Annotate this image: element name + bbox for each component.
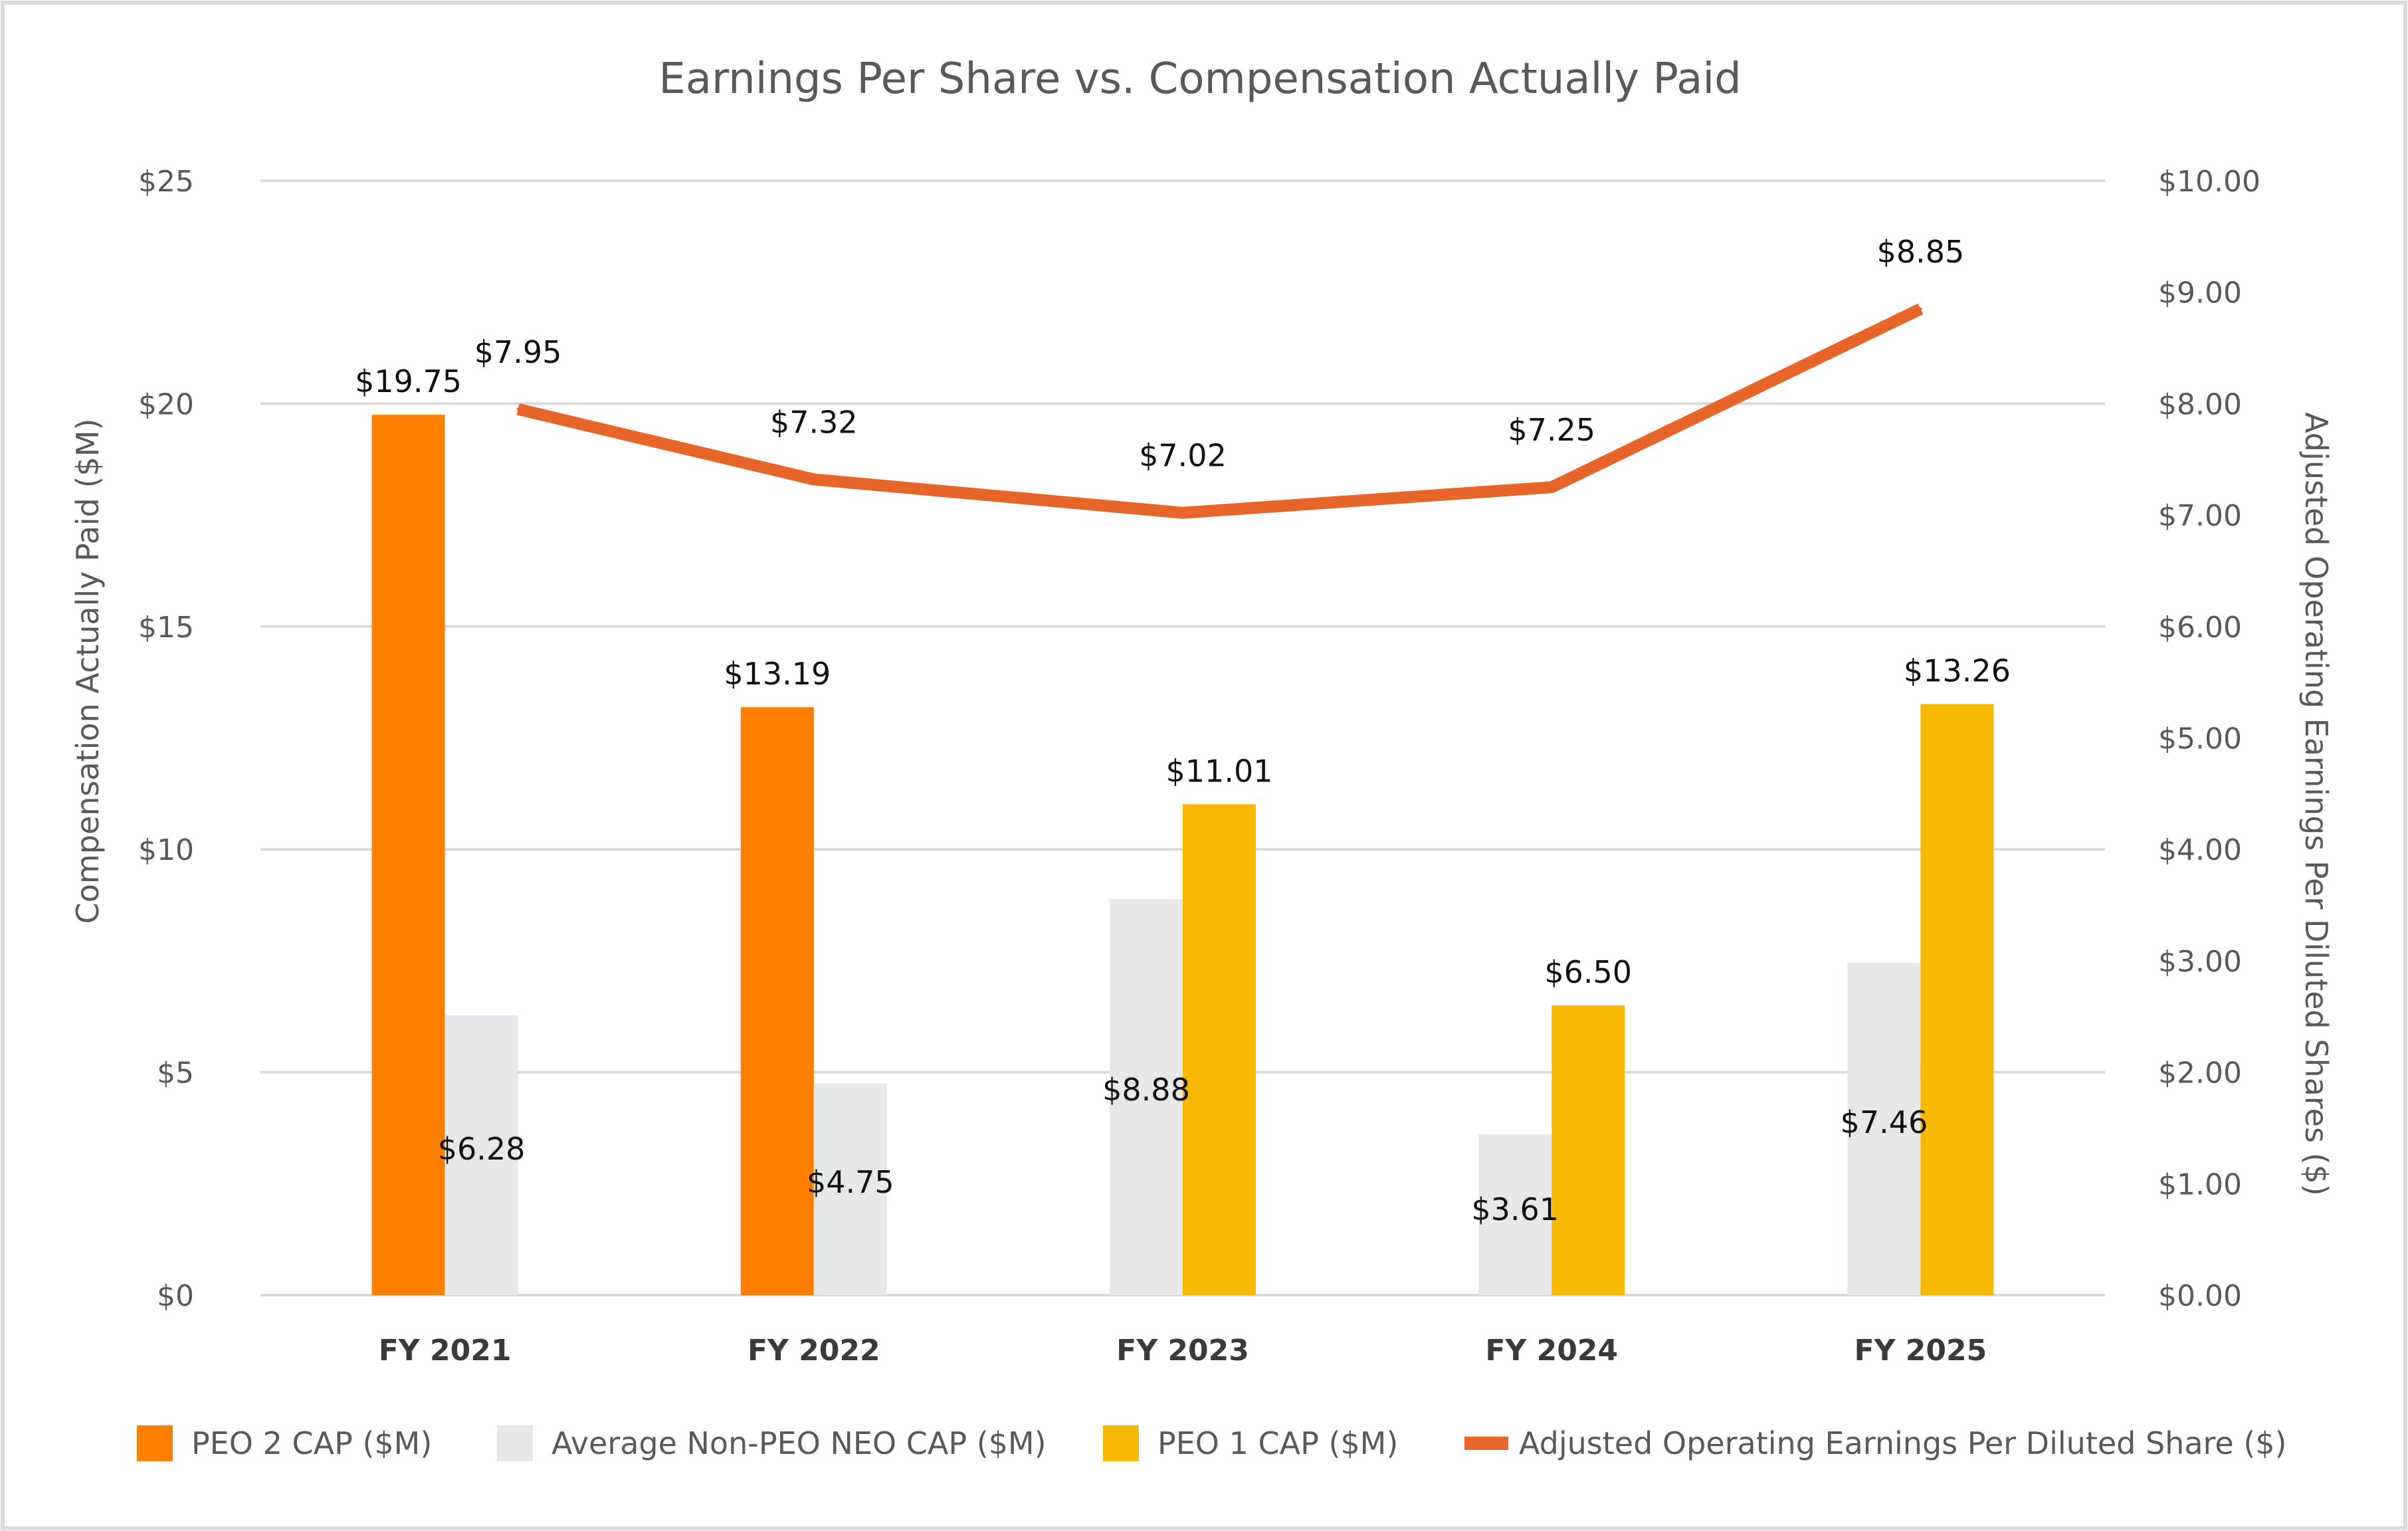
legend-swatch bbox=[497, 1425, 533, 1461]
data-label: $3.61 bbox=[1471, 1191, 1559, 1227]
data-label: $11.01 bbox=[1166, 753, 1273, 789]
bar-average-non-peo-neo-cap-m- bbox=[1478, 1134, 1552, 1295]
y2-tick-label: $0.00 bbox=[2158, 1279, 2242, 1313]
data-label: $8.88 bbox=[1102, 1072, 1190, 1108]
y-tick-label: $15 bbox=[138, 611, 194, 645]
bar-average-non-peo-neo-cap-m- bbox=[1110, 899, 1183, 1295]
x-tick-label: FY 2025 bbox=[1855, 1334, 1987, 1368]
legend-label: Average Non-PEO NEO CAP ($M) bbox=[552, 1425, 1047, 1461]
x-tick-label: FY 2024 bbox=[1485, 1334, 1618, 1368]
legend-label: Adjusted Operating Earnings Per Diluted … bbox=[1519, 1425, 2287, 1461]
bar-peo-1-cap-m- bbox=[1920, 704, 1994, 1295]
y2-tick-label: $2.00 bbox=[2158, 1057, 2242, 1090]
chart-title: Earnings Per Share vs. Compensation Actu… bbox=[658, 54, 1741, 104]
gridlines bbox=[260, 179, 2105, 1296]
bars bbox=[371, 415, 1994, 1296]
y-tick-label: $20 bbox=[138, 387, 194, 421]
eps-data-label: $8.85 bbox=[1877, 234, 1965, 270]
y-tick-label: $0 bbox=[157, 1279, 194, 1313]
y2-tick-label: $5.00 bbox=[2158, 722, 2242, 756]
bar-peo-2-cap-m- bbox=[740, 707, 814, 1295]
y-tick-label: $5 bbox=[157, 1057, 194, 1090]
eps-data-label: $7.02 bbox=[1139, 438, 1227, 474]
y2-tick-label: $9.00 bbox=[2158, 276, 2242, 310]
eps-point bbox=[812, 478, 815, 481]
y2-axis-title: Adjusted Operating Earnings Per Diluted … bbox=[2298, 412, 2334, 1195]
bar-peo-2-cap-m- bbox=[371, 415, 445, 1296]
y2-tick-label: $8.00 bbox=[2158, 387, 2242, 421]
data-label: $7.46 bbox=[1841, 1104, 1928, 1140]
data-labels: $19.75 $6.28 $13.19 $4.75 $8.88 $11.01 $3.61 $6… bbox=[355, 234, 2011, 1227]
y2-tick-label: $10.00 bbox=[2158, 165, 2260, 199]
eps-point bbox=[516, 407, 520, 411]
bar-average-non-peo-neo-cap-m- bbox=[1847, 962, 1921, 1295]
legend-swatch bbox=[1103, 1425, 1139, 1461]
bar-average-non-peo-neo-cap-m- bbox=[445, 1015, 518, 1295]
data-label: $13.26 bbox=[1904, 653, 2011, 689]
x-tick-label: FY 2022 bbox=[748, 1334, 880, 1368]
y2-tick-label: $4.00 bbox=[2158, 833, 2242, 867]
eps-data-label: $7.32 bbox=[770, 404, 858, 440]
x-tick-label: FY 2023 bbox=[1116, 1334, 1249, 1368]
y2-tick-label: $1.00 bbox=[2158, 1168, 2242, 1201]
data-label: $6.28 bbox=[438, 1131, 526, 1167]
legend-swatch bbox=[137, 1425, 173, 1461]
data-label: $19.75 bbox=[355, 363, 462, 399]
y-tick-label: $25 bbox=[138, 165, 194, 199]
data-label: $6.50 bbox=[1544, 954, 1632, 990]
bar-peo-1-cap-m- bbox=[1552, 1005, 1625, 1295]
y-axis-title: Compensation Actually Paid ($M) bbox=[70, 419, 106, 924]
eps-line bbox=[516, 303, 1924, 519]
bar-average-non-peo-neo-cap-m- bbox=[813, 1083, 887, 1295]
eps-data-label: $7.25 bbox=[1508, 412, 1595, 448]
eps-point bbox=[1181, 511, 1184, 514]
data-label: $13.19 bbox=[724, 656, 831, 692]
legend-label: PEO 2 CAP ($M) bbox=[191, 1425, 432, 1461]
bar-peo-1-cap-m- bbox=[1183, 804, 1256, 1295]
legend-swatch-line bbox=[1464, 1437, 1508, 1450]
legend-label: PEO 1 CAP ($M) bbox=[1157, 1425, 1398, 1461]
y2-tick-label: $7.00 bbox=[2158, 499, 2242, 533]
y-tick-label: $10 bbox=[138, 833, 194, 867]
eps-data-label: $7.95 bbox=[474, 334, 562, 370]
eps-point bbox=[1919, 307, 1922, 310]
y2-tick-label: $3.00 bbox=[2158, 945, 2242, 979]
data-label: $4.75 bbox=[807, 1164, 894, 1200]
eps-point bbox=[1550, 486, 1554, 489]
x-tick-label: FY 2021 bbox=[379, 1334, 512, 1368]
legend: PEO 2 CAP ($M) Average Non-PEO NEO CAP ($… bbox=[137, 1425, 2287, 1461]
axes: $0 $5 $10 $15 $20 $25 $0.00 $1.00 $2.00 $3.00 $4.0… bbox=[138, 165, 2260, 1368]
y2-tick-label: $6.00 bbox=[2158, 611, 2242, 645]
